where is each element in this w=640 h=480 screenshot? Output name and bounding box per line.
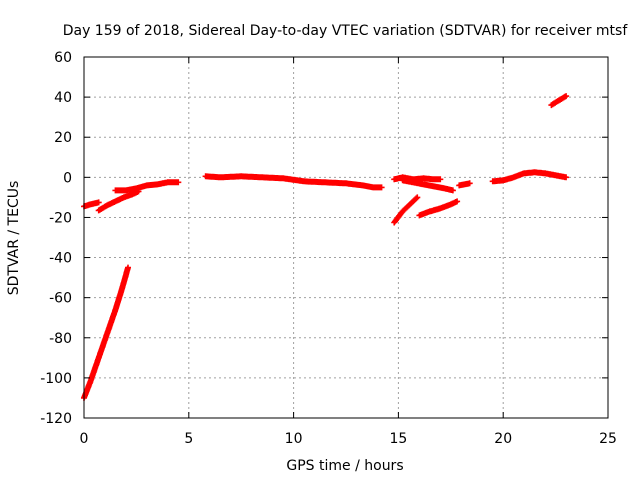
- y-tick-label: 40: [54, 90, 72, 106]
- series-marks-arc-k: [489, 169, 570, 185]
- x-axis-label: GPS time / hours: [286, 458, 403, 474]
- y-axis-label: SDTVAR / TECUs: [6, 181, 22, 296]
- y-tick-label: -40: [49, 251, 72, 267]
- series-arc-d: [112, 179, 182, 194]
- grid-lines: [84, 57, 608, 418]
- y-tick-label: 60: [54, 50, 72, 66]
- x-tick-label: 25: [599, 431, 617, 447]
- series-arc-b: [81, 264, 131, 401]
- series-arc-j: [456, 180, 473, 189]
- x-tick-label: 20: [494, 431, 512, 447]
- x-axis-ticks: 0 5 10 15 20 25: [80, 57, 617, 447]
- x-tick-label: 15: [389, 431, 407, 447]
- series-arc-g: [399, 177, 456, 194]
- series-arc-h: [391, 194, 421, 226]
- data-points: [81, 93, 570, 401]
- series-marks-arc-j: [456, 180, 473, 189]
- x-tick-label: 5: [184, 431, 193, 447]
- x-tick-label: 0: [80, 431, 89, 447]
- y-tick-label: -20: [49, 210, 72, 226]
- series-marks-arc-c: [95, 188, 142, 214]
- x-tick-label: 10: [285, 431, 303, 447]
- series-marks-arc-e: [202, 173, 385, 191]
- y-tick-label: -100: [40, 371, 72, 387]
- y-tick-label: -60: [49, 291, 72, 307]
- series-arc-i: [416, 198, 461, 219]
- y-tick-label: 0: [63, 170, 72, 186]
- series-marks-arc-h: [391, 194, 421, 226]
- series-marks-arc-b: [81, 264, 131, 401]
- y-tick-label: -120: [40, 411, 72, 427]
- series-marks-arc-i: [416, 198, 461, 219]
- series-arc-e: [202, 173, 385, 191]
- plot-frame: [83, 56, 609, 419]
- series-arc-k: [489, 169, 570, 185]
- series-arc-l: [548, 93, 570, 109]
- y-axis-ticks: 60 40 20 0 -20 -40 -60 -80 -100 -120: [40, 50, 608, 427]
- series-marks-arc-l: [548, 93, 570, 109]
- chart-title: Day 159 of 2018, Sidereal Day-to-day VTE…: [63, 23, 629, 39]
- y-tick-label: -80: [49, 331, 72, 347]
- y-tick-label: 20: [54, 130, 72, 146]
- series-arc-c: [95, 188, 142, 214]
- series-marks-arc-g: [399, 177, 456, 194]
- series-marks-arc-d: [112, 179, 182, 194]
